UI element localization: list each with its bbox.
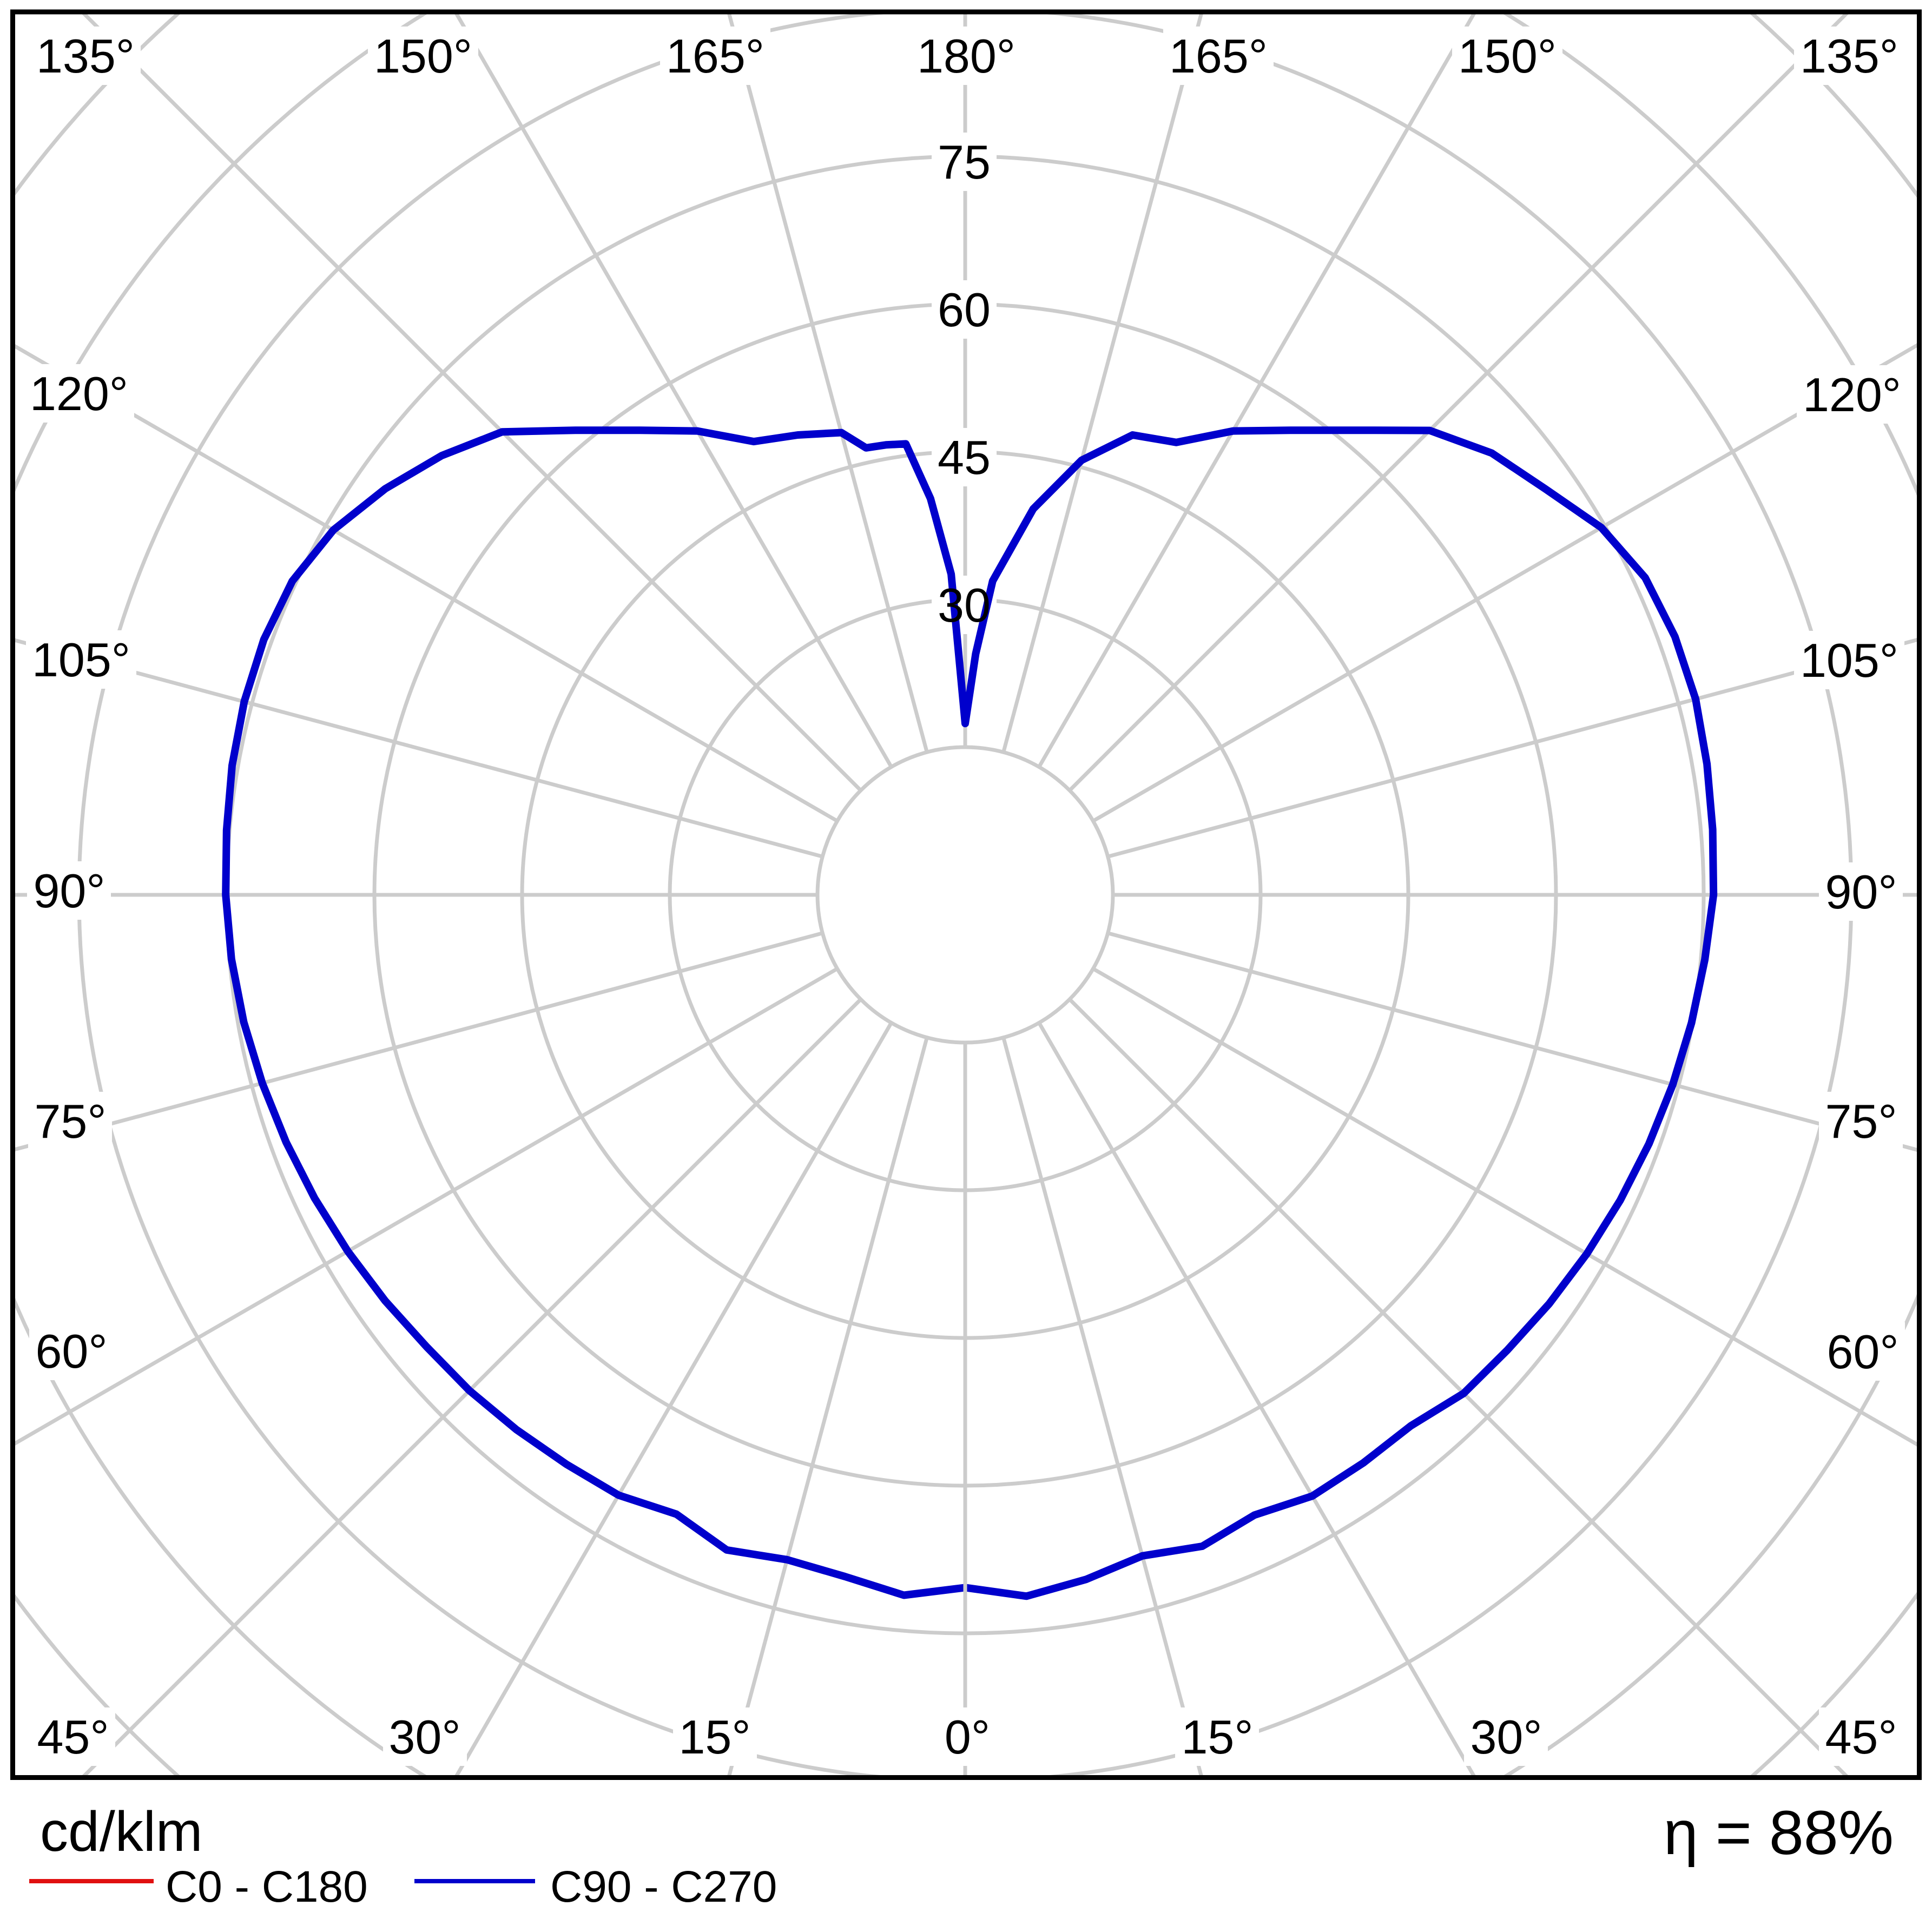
svg-text:30: 30: [938, 578, 991, 632]
svg-text:165°: 165°: [666, 29, 764, 83]
svg-text:60°: 60°: [35, 1324, 107, 1378]
svg-text:150°: 150°: [374, 29, 472, 83]
svg-text:60: 60: [938, 283, 991, 337]
svg-text:C90 - C270: C90 - C270: [550, 1862, 777, 1911]
svg-text:45°: 45°: [1825, 1710, 1897, 1764]
svg-text:90°: 90°: [1825, 865, 1897, 919]
svg-text:90°: 90°: [33, 864, 105, 918]
svg-text:120°: 120°: [1803, 368, 1901, 421]
svg-text:0°: 0°: [945, 1710, 990, 1764]
svg-text:75°: 75°: [34, 1094, 106, 1148]
svg-text:45°: 45°: [37, 1710, 109, 1764]
svg-text:15°: 15°: [1181, 1710, 1253, 1764]
svg-text:135°: 135°: [1800, 29, 1898, 83]
svg-text:165°: 165°: [1169, 29, 1268, 83]
svg-text:105°: 105°: [1800, 634, 1898, 687]
svg-text:135°: 135°: [36, 29, 135, 83]
svg-text:75°: 75°: [1825, 1094, 1897, 1148]
svg-text:60°: 60°: [1827, 1325, 1898, 1379]
svg-text:30°: 30°: [1470, 1710, 1542, 1764]
svg-text:75: 75: [938, 135, 991, 189]
svg-text:150°: 150°: [1458, 29, 1557, 83]
svg-text:180°: 180°: [917, 29, 1016, 83]
svg-text:15°: 15°: [678, 1710, 750, 1764]
svg-text:45: 45: [938, 431, 991, 484]
svg-text:C0 - C180: C0 - C180: [166, 1862, 368, 1911]
svg-text:105°: 105°: [32, 633, 130, 687]
svg-text:30°: 30°: [388, 1710, 460, 1764]
svg-text:120°: 120°: [30, 367, 128, 420]
svg-text:η = 88%: η = 88%: [1664, 1798, 1894, 1868]
svg-text:cd/klm: cd/klm: [40, 1801, 202, 1863]
